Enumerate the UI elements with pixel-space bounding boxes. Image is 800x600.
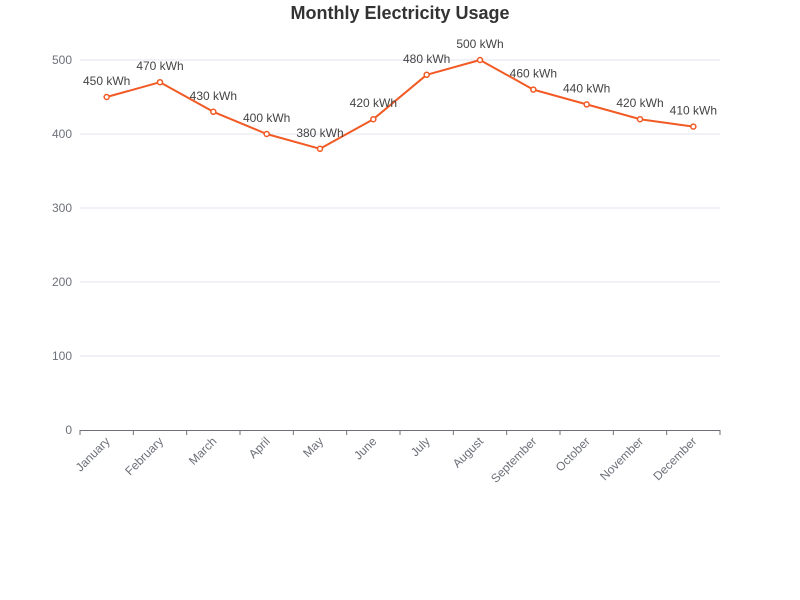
y-tick-label: 0 <box>65 423 72 437</box>
x-tick-label: December <box>650 434 699 483</box>
data-point <box>316 145 324 153</box>
x-tick-label: February <box>122 434 166 478</box>
x-tick-label: June <box>351 434 380 463</box>
axes: 0 100 200 300 400 500 January February March Apri… <box>52 53 721 486</box>
data-point <box>263 130 270 138</box>
x-tick-label: September <box>488 434 539 485</box>
data-label: 430 kWh <box>190 89 237 103</box>
data-point <box>103 93 110 101</box>
y-tick-label: 100 <box>52 349 72 363</box>
data-label: 480 kWh <box>403 52 450 66</box>
data-label: 410 kWh <box>670 104 717 118</box>
grid-lines <box>80 59 720 357</box>
data-point <box>636 115 644 123</box>
data-point <box>690 123 697 130</box>
data-point <box>530 86 537 93</box>
x-tick-label: November <box>597 434 646 483</box>
data-point <box>583 101 590 108</box>
x-tick-label: July <box>408 434 433 459</box>
data-label: 400 kWh <box>243 111 290 125</box>
data-point <box>370 115 377 123</box>
data-label: 420 kWh <box>616 96 663 110</box>
y-tick-label: 400 <box>52 127 72 141</box>
data-point <box>210 108 217 116</box>
data-label: 500 kWh <box>456 37 503 51</box>
x-tick-label: April <box>246 434 273 461</box>
y-tick-label: 300 <box>52 201 72 215</box>
x-tick-label: October <box>553 434 593 474</box>
y-tick-label: 200 <box>52 275 72 289</box>
data-point <box>423 71 430 79</box>
y-tick-label: 500 <box>52 53 72 67</box>
data-point <box>156 78 164 86</box>
x-tick-label: August <box>450 434 487 471</box>
data-label: 440 kWh <box>563 81 610 95</box>
x-tick-label: March <box>186 434 219 467</box>
data-label: 470 kWh <box>136 59 183 73</box>
data-label: 450 kWh <box>83 74 130 88</box>
chart-title: Monthly Electricity Usage <box>290 3 510 23</box>
data-label: 460 kWh <box>510 67 557 81</box>
data-label: 420 kWh <box>350 96 397 110</box>
data-labels: 450 kWh 470 kWh 430 kWh 400 kWh 380 kWh 420 k… <box>83 37 717 140</box>
series-layer <box>103 56 697 153</box>
data-label: 380 kWh <box>296 126 343 140</box>
x-tick-label: May <box>300 434 326 460</box>
x-tick-label: January <box>73 434 113 474</box>
series-line <box>106 59 694 150</box>
data-point <box>476 56 484 64</box>
